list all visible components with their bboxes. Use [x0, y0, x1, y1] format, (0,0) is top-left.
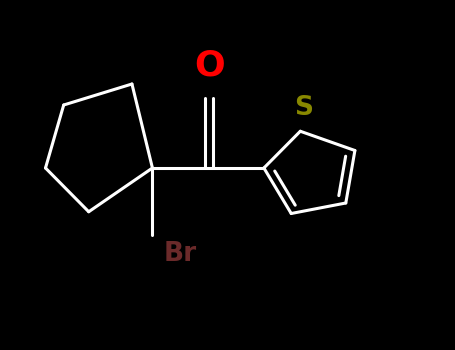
Text: Br: Br — [164, 241, 197, 267]
Text: S: S — [294, 95, 313, 121]
Text: O: O — [194, 48, 225, 82]
